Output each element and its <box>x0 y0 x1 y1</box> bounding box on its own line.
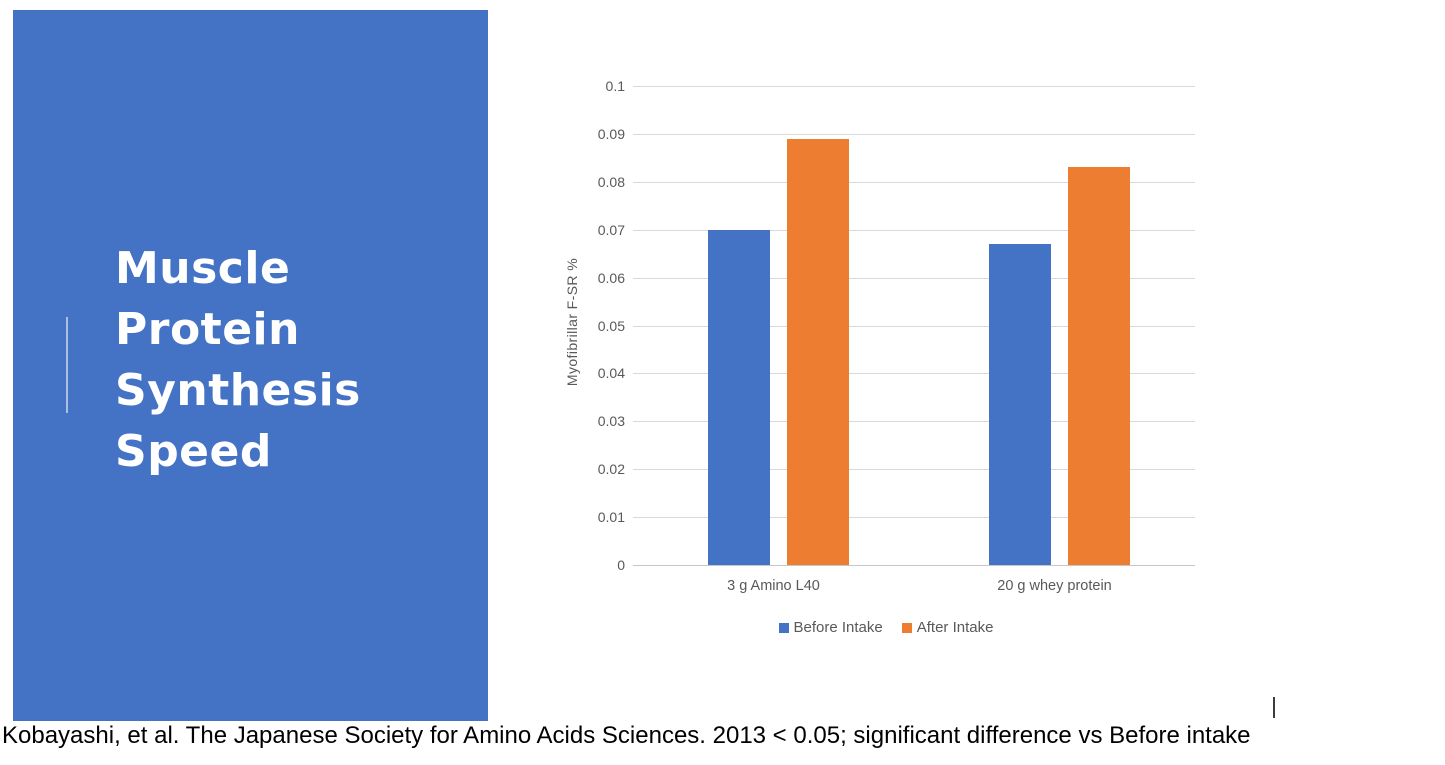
y-tick-label: 0.05 <box>597 317 625 334</box>
gridline <box>633 517 1195 519</box>
slide-title-line: Speed <box>115 426 272 477</box>
slide-title-line: Muscle <box>115 243 291 294</box>
y-tick-label: 0.07 <box>597 221 625 238</box>
bar-before-intake-3-g-amino-l40 <box>707 229 770 565</box>
bar-after-intake-20-g-whey-protein <box>1067 167 1130 565</box>
y-tick-label: 0.1 <box>605 78 625 94</box>
gridline <box>633 469 1195 471</box>
gridline <box>633 86 1195 87</box>
gridline <box>633 373 1195 375</box>
y-tick-label: 0.02 <box>597 461 625 478</box>
bar-before-intake-20-g-whey-protein <box>988 244 1051 565</box>
y-tick-label: 0.01 <box>597 509 625 526</box>
y-tick-label: 0.08 <box>597 173 625 190</box>
bar-after-intake-3-g-amino-l40 <box>786 138 849 565</box>
slide-title: Muscle Protein Synthesis Speed <box>115 238 361 482</box>
plot-area: 0.1 0.09 0.08 0.07 0.06 0.05 0.04 0.03 0.02 0.01 0… <box>598 78 1195 636</box>
title-panel: Muscle Protein Synthesis Speed <box>13 10 488 721</box>
gridline <box>633 325 1195 327</box>
chart-legend-items: Before Intake After Intake <box>778 619 994 636</box>
slide-title-line: Synthesis <box>115 365 361 416</box>
gridline <box>633 229 1195 231</box>
x-axis-line <box>633 565 1195 566</box>
chart-legend: Before Intake After Intake <box>633 619 1195 636</box>
legend-item-before-intake: Before Intake <box>778 619 883 636</box>
y-tick-label: 0 <box>617 557 625 573</box>
legend-swatch-icon <box>901 622 912 633</box>
x-category-label: 20 g whey protein <box>997 578 1112 594</box>
gridline <box>633 421 1195 423</box>
gridline <box>633 277 1195 279</box>
gridline <box>633 133 1195 135</box>
slide-title-line: Protein <box>115 304 300 355</box>
y-tick-label: 0.09 <box>597 125 625 142</box>
legend-label: After Intake <box>916 619 994 636</box>
y-tick-label: 0.04 <box>597 365 625 382</box>
legend-item-after-intake: After Intake <box>901 619 994 636</box>
legend-label: Before Intake <box>793 619 883 636</box>
y-tick-label: 0.06 <box>597 269 625 286</box>
legend-swatch-icon <box>778 622 789 633</box>
title-accent-line <box>66 317 68 413</box>
gridline <box>633 181 1195 183</box>
citation-text[interactable]: Kobayashi, et al. The Japanese Society f… <box>2 722 1251 749</box>
y-tick-label: 0.03 <box>597 413 625 430</box>
x-category-label: 3 g Amino L40 <box>727 578 820 594</box>
text-cursor <box>1273 697 1275 718</box>
